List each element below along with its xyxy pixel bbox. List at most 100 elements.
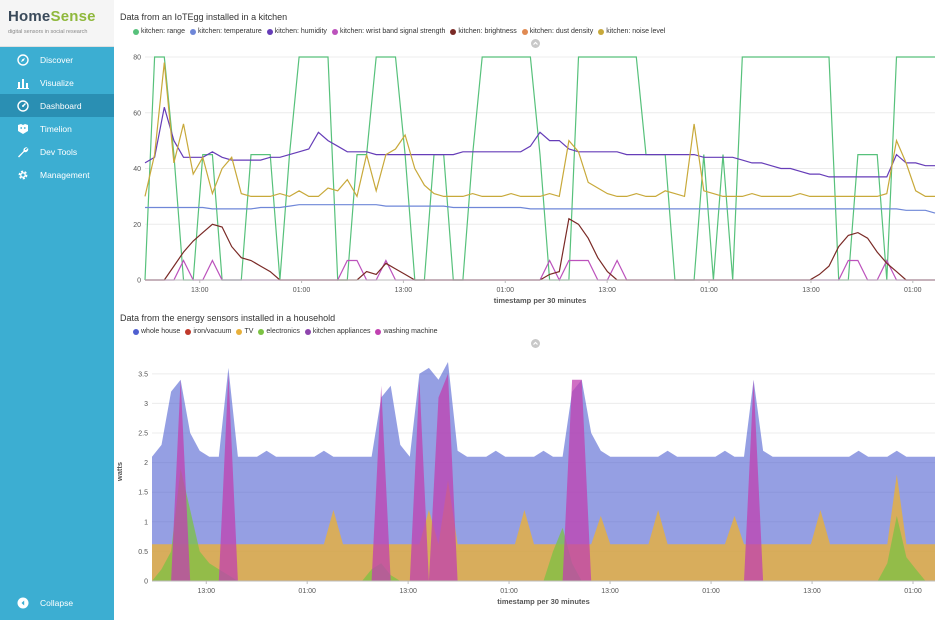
timelion-icon [16, 122, 30, 136]
line-kitchen-temperature [145, 204, 936, 214]
chart-1-legend-toggle[interactable] [531, 39, 540, 48]
legend-dot [521, 28, 528, 35]
legend-dot [266, 28, 273, 35]
y-tick-label: 1 [144, 519, 148, 526]
y-tick-label: 2 [144, 460, 148, 467]
legend-dot [189, 28, 196, 35]
x-tick-label: 13:00 [802, 287, 820, 294]
legend-label: kitchen: noise level [606, 28, 666, 35]
legend-label: electronics [266, 328, 300, 335]
y-tick-label: 0 [144, 579, 148, 586]
y-tick-label: 0.5 [138, 549, 148, 556]
x-axis-title: timestamp per 30 minutes [494, 296, 587, 305]
legend-item-whole-house[interactable]: whole house [133, 328, 180, 335]
y-tick-label: 80 [133, 55, 141, 62]
nav-label: Management [40, 169, 90, 180]
legend-label: kitchen appliances [312, 328, 371, 335]
legend-dot [375, 328, 382, 335]
legend-item-kitchen-wrist-band-signal-strength[interactable]: kitchen: wrist band signal strength [331, 28, 446, 35]
y-tick-label: 0 [137, 278, 141, 285]
legend-dot [450, 28, 457, 35]
collapse-label: Collapse [40, 597, 74, 608]
legend-item-kitchen-noise-level[interactable]: kitchen: noise level [598, 28, 665, 35]
chart-2-legend: whole house iron/vacuum TV electronics kitch… [133, 328, 438, 335]
x-tick-label: 01:00 [702, 588, 720, 595]
legend-dot [331, 28, 338, 35]
nav-item-discover[interactable]: Discover [0, 48, 114, 71]
line-kitchen-range [144, 56, 935, 281]
legend-item-kitchen-range[interactable]: kitchen: range [133, 28, 185, 35]
line-kitchen-humidity [144, 107, 935, 178]
collapse-icon [16, 596, 30, 610]
gear-icon [16, 168, 30, 182]
sidebar: HomeSense digital sensors in social rese… [0, 0, 114, 620]
brand-logo[interactable]: HomeSense digital sensors in social rese… [0, 0, 114, 47]
chevron-up-icon [533, 341, 538, 345]
legend-label: whole house [141, 328, 181, 335]
nav-item-management[interactable]: Management [0, 163, 114, 186]
legend-dot [133, 328, 139, 335]
nav-item-dashboard[interactable]: Dashboard [0, 94, 114, 117]
nav-item-dev-tools[interactable]: Dev Tools [0, 140, 114, 163]
x-tick-label: 01:00 [500, 588, 518, 595]
legend-item-washing-machine[interactable]: washing machine [375, 328, 438, 335]
x-tick-label: 13:00 [395, 287, 413, 294]
area-washing-machine [152, 373, 935, 581]
y-tick-label: 20 [133, 222, 141, 229]
legend-label: kitchen: range [141, 28, 185, 35]
line-kitchen-noise-level [144, 62, 935, 199]
area-tv [152, 474, 935, 581]
x-tick-label: 13:00 [399, 588, 417, 595]
chart-1-plot: 0 20 40 60 80 13:00 01:00 13:00 01:00 13:00 01:00 1… [133, 55, 936, 305]
legend-dot [598, 28, 605, 35]
legend-item-kitchen-temperature[interactable]: kitchen: temperature [189, 28, 262, 35]
legend-item-iron-vacuum[interactable]: iron/vacuum [185, 328, 231, 335]
x-tick-label: 13:00 [803, 588, 821, 595]
legend-dot [258, 328, 265, 335]
wrench-icon [16, 145, 30, 159]
legend-item-tv[interactable]: TV [236, 328, 253, 335]
brand-tagline: digital sensors in social research [8, 29, 88, 35]
nav-label: Discover [40, 54, 74, 65]
legend-item-kitchen-dust-density[interactable]: kitchen: dust density [521, 28, 594, 35]
x-tick-label: 01:00 [904, 287, 922, 294]
chart-1-legend: kitchen: range kitchen: temperature kitche… [133, 28, 665, 35]
dashboard-icon [16, 99, 30, 113]
brand-name: HomeSense [8, 8, 96, 25]
nav-label: Visualize [40, 77, 74, 88]
x-tick-label: 01:00 [496, 287, 514, 294]
area-whole-house [152, 362, 935, 581]
x-tick-label: 01:00 [293, 287, 311, 294]
legend-label: kitchen: humidity [274, 28, 327, 35]
legend-item-kitchen-appliances[interactable]: kitchen appliances [304, 328, 371, 335]
x-tick-label: 13:00 [598, 287, 616, 294]
x-tick-label: 13:00 [197, 588, 215, 595]
legend-label: iron/vacuum [193, 328, 232, 335]
y-tick-label: 3.5 [138, 371, 148, 378]
chevron-up-icon [533, 41, 538, 45]
y-tick-label: 3 [144, 401, 148, 408]
legend-label: kitchen: brightness [458, 28, 517, 35]
y-tick-label: 60 [133, 110, 141, 117]
x-axis-title: timestamp per 30 minutes [497, 597, 590, 606]
chart-2-legend-toggle[interactable] [531, 339, 540, 348]
legend-item-kitchen-humidity[interactable]: kitchen: humidity [266, 28, 327, 35]
legend-label: kitchen: wrist band signal strength [339, 28, 446, 35]
legend-dot [133, 28, 139, 35]
nav-label: Timelion [40, 123, 72, 134]
y-tick-label: 2.5 [138, 431, 148, 438]
legend-label: kitchen: temperature [197, 28, 262, 35]
collapse-button[interactable]: Collapse [0, 591, 114, 614]
nav-item-timelion[interactable]: Timelion [0, 117, 114, 140]
legend-label: kitchen: dust density [529, 28, 594, 35]
legend-label: washing machine [383, 328, 438, 335]
y-tick-label: 1.5 [138, 490, 148, 497]
bar-chart-icon [16, 76, 30, 90]
legend-item-electronics[interactable]: electronics [258, 328, 300, 335]
nav-item-visualize[interactable]: Visualize [0, 71, 114, 94]
legend-dot [304, 328, 311, 335]
x-tick-label: 13:00 [601, 588, 619, 595]
x-tick-label: 01:00 [700, 287, 718, 294]
y-tick-label: 40 [133, 166, 141, 173]
legend-item-kitchen-brightness[interactable]: kitchen: brightness [450, 28, 517, 35]
